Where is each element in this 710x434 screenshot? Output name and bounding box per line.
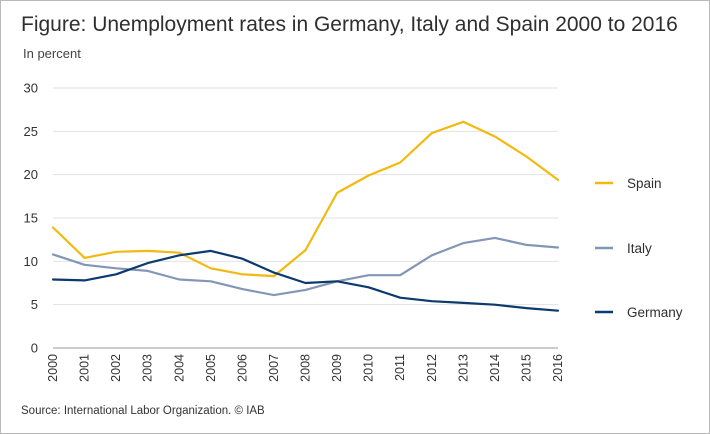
series-line-italy	[51, 236, 560, 297]
x-tick-label: 2003	[141, 354, 155, 382]
x-tick-label: 2013	[456, 354, 470, 382]
legend: Spain Italy Germany	[595, 176, 683, 320]
y-tick-label: 15	[24, 211, 38, 226]
source-note: Source: International Labor Organization…	[21, 405, 265, 417]
y-tick-label: 20	[24, 167, 38, 182]
x-tick-label: 2016	[551, 354, 565, 382]
line-chart: 0 5 10 15 20 25 30 2000 2001 2002 2003 2004 2005 2006…	[24, 81, 683, 382]
chart-title: Figure: Unemployment rates in Germany, I…	[21, 13, 678, 36]
y-tick-label: 5	[31, 297, 38, 312]
y-tick-label: 0	[31, 341, 38, 356]
y-tick-label: 25	[24, 124, 38, 139]
y-tick-label: 30	[24, 81, 38, 96]
x-tick-label: 2007	[267, 354, 281, 382]
x-tick-label: 2006	[235, 354, 249, 382]
series-lines	[51, 120, 560, 312]
x-tick-label: 2009	[330, 354, 344, 382]
chart-subtitle: In percent	[23, 46, 81, 61]
x-tick-label: 2001	[78, 354, 92, 382]
legend-label-spain: Spain	[627, 176, 662, 191]
x-tick-label: 2012	[425, 354, 439, 382]
legend-label-italy: Italy	[627, 241, 652, 256]
x-tick-label: 2005	[204, 354, 218, 382]
x-tick-label: 2000	[46, 354, 60, 382]
legend-label-germany: Germany	[627, 305, 683, 320]
x-tick-label: 2002	[109, 354, 123, 382]
series-line-germany	[51, 249, 560, 312]
x-tick-label: 2014	[488, 354, 502, 382]
x-tick-label: 2008	[299, 354, 313, 382]
x-tick-label: 2015	[519, 354, 533, 382]
y-tick-label: 10	[24, 254, 38, 269]
axes: 0 5 10 15 20 25 30 2000 2001 2002 2003 2004 2005 2006…	[24, 81, 565, 382]
x-tick-label: 2004	[172, 354, 186, 382]
x-tick-label: 2011	[393, 354, 407, 381]
x-tick-label: 2010	[362, 354, 376, 382]
grid-lines	[53, 87, 558, 349]
series-line-spain	[51, 120, 560, 278]
